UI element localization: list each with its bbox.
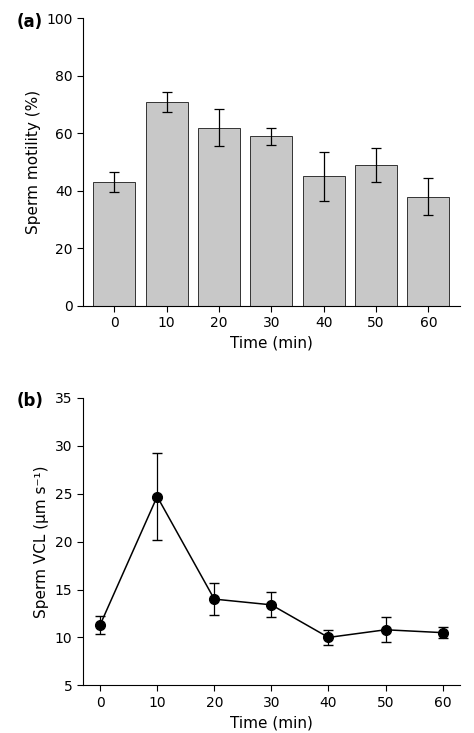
Y-axis label: Sperm motility (%): Sperm motility (%) [26,90,41,234]
Bar [355,165,397,306]
Text: (a): (a) [17,12,43,31]
Y-axis label: Sperm VCL (μm s⁻¹): Sperm VCL (μm s⁻¹) [34,465,49,618]
Bar [303,177,345,306]
Bar [198,128,240,306]
X-axis label: Time (min): Time (min) [230,336,313,351]
Bar [408,196,449,306]
X-axis label: Time (min): Time (min) [230,715,313,730]
Bar [250,136,292,306]
Bar [146,102,188,306]
Bar [93,183,135,306]
Text: (b): (b) [17,392,44,410]
